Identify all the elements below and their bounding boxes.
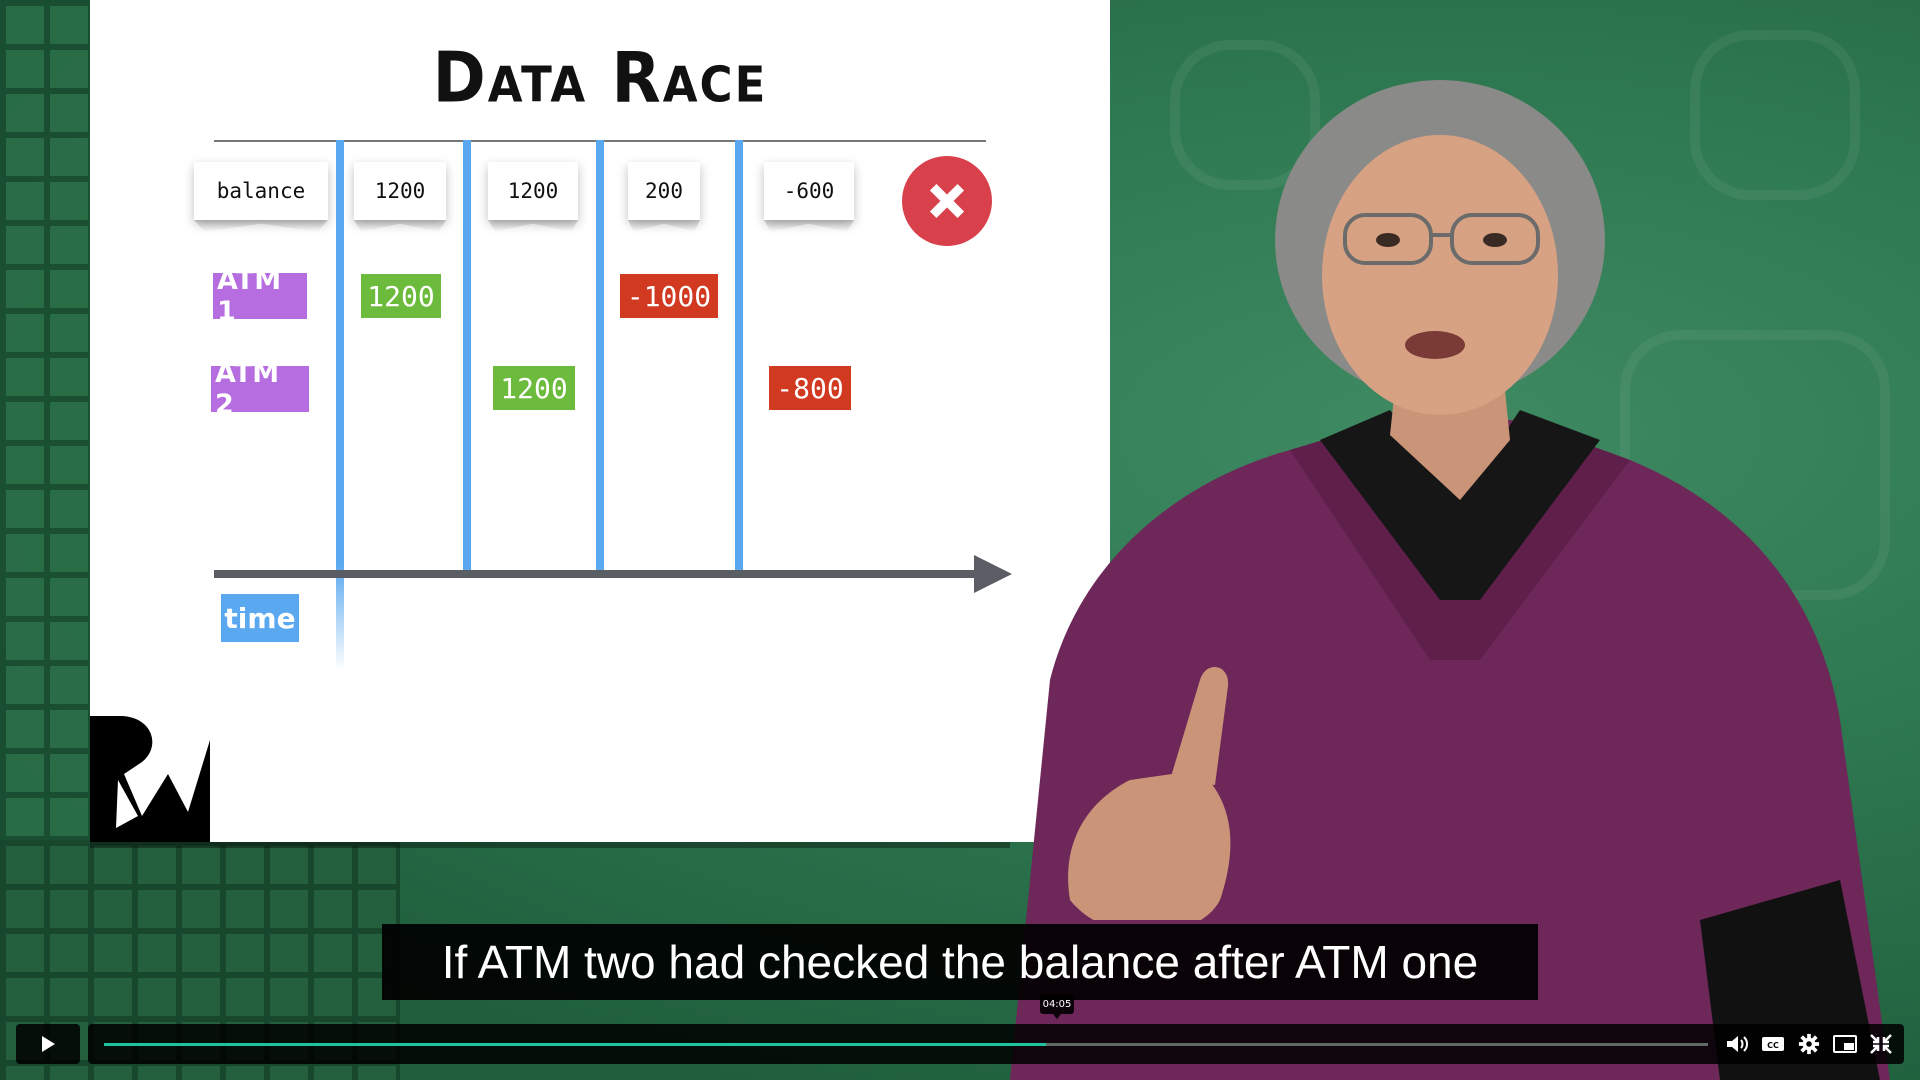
timeline-marker (336, 140, 344, 670)
settings-button[interactable] (1796, 1033, 1822, 1055)
x-circle-icon (902, 156, 992, 246)
fullscreen-exit-icon (1870, 1034, 1892, 1054)
play-button[interactable] (16, 1024, 80, 1064)
seek-bar[interactable] (104, 1043, 1708, 1046)
timeline-marker (463, 140, 471, 572)
picture-in-picture-icon (1833, 1035, 1857, 1053)
background-icon-shape (1690, 30, 1860, 200)
atm1-label: ATM 1 (213, 265, 307, 327)
atm1-read-value: 1200 (361, 274, 441, 318)
settings-icon (1798, 1033, 1820, 1055)
subtitle-caption: If ATM two had checked the balance after… (382, 924, 1538, 1000)
balance-value-tag: -600 (764, 162, 854, 220)
volume-button[interactable] (1724, 1033, 1750, 1055)
video-player-controls: 04:05 CC (0, 994, 1920, 1080)
time-label: time (221, 594, 299, 642)
slide-title: Data Race (432, 39, 768, 119)
atm2-read-value: 1200 (493, 366, 575, 410)
slide-shadow (90, 842, 1010, 848)
balance-tag: balance (194, 162, 328, 220)
fullscreen-exit-button[interactable] (1868, 1033, 1894, 1055)
svg-text:CC: CC (1767, 1041, 1779, 1050)
rw-logo (90, 716, 210, 842)
timeline-marker (735, 140, 743, 572)
picture-in-picture-button[interactable] (1832, 1033, 1858, 1055)
time-arrow-icon (974, 555, 1012, 593)
balance-value-tag: 1200 (354, 162, 446, 220)
closed-captions-button[interactable]: CC (1760, 1033, 1786, 1055)
balance-value-tag: 1200 (488, 162, 578, 220)
background-icon-shape (1170, 40, 1320, 190)
time-axis (214, 570, 974, 578)
volume-icon (1727, 1036, 1748, 1052)
progress-bar-container: 04:05 CC (88, 994, 1904, 1064)
current-time-tooltip: 04:05 (1040, 994, 1074, 1019)
presentation-slide: Data Race balance 1200 1200 200 -600 ATM… (90, 0, 1110, 842)
atm2-label: ATM 2 (211, 358, 309, 420)
atm1-withdraw-value: -1000 (620, 274, 718, 318)
progress-fill (104, 1043, 1046, 1046)
closed-captions-icon: CC (1762, 1037, 1784, 1051)
atm2-withdraw-value: -800 (769, 366, 851, 410)
balance-value-tag: 200 (628, 162, 700, 220)
play-icon (40, 1035, 56, 1053)
timeline-marker (596, 140, 604, 572)
